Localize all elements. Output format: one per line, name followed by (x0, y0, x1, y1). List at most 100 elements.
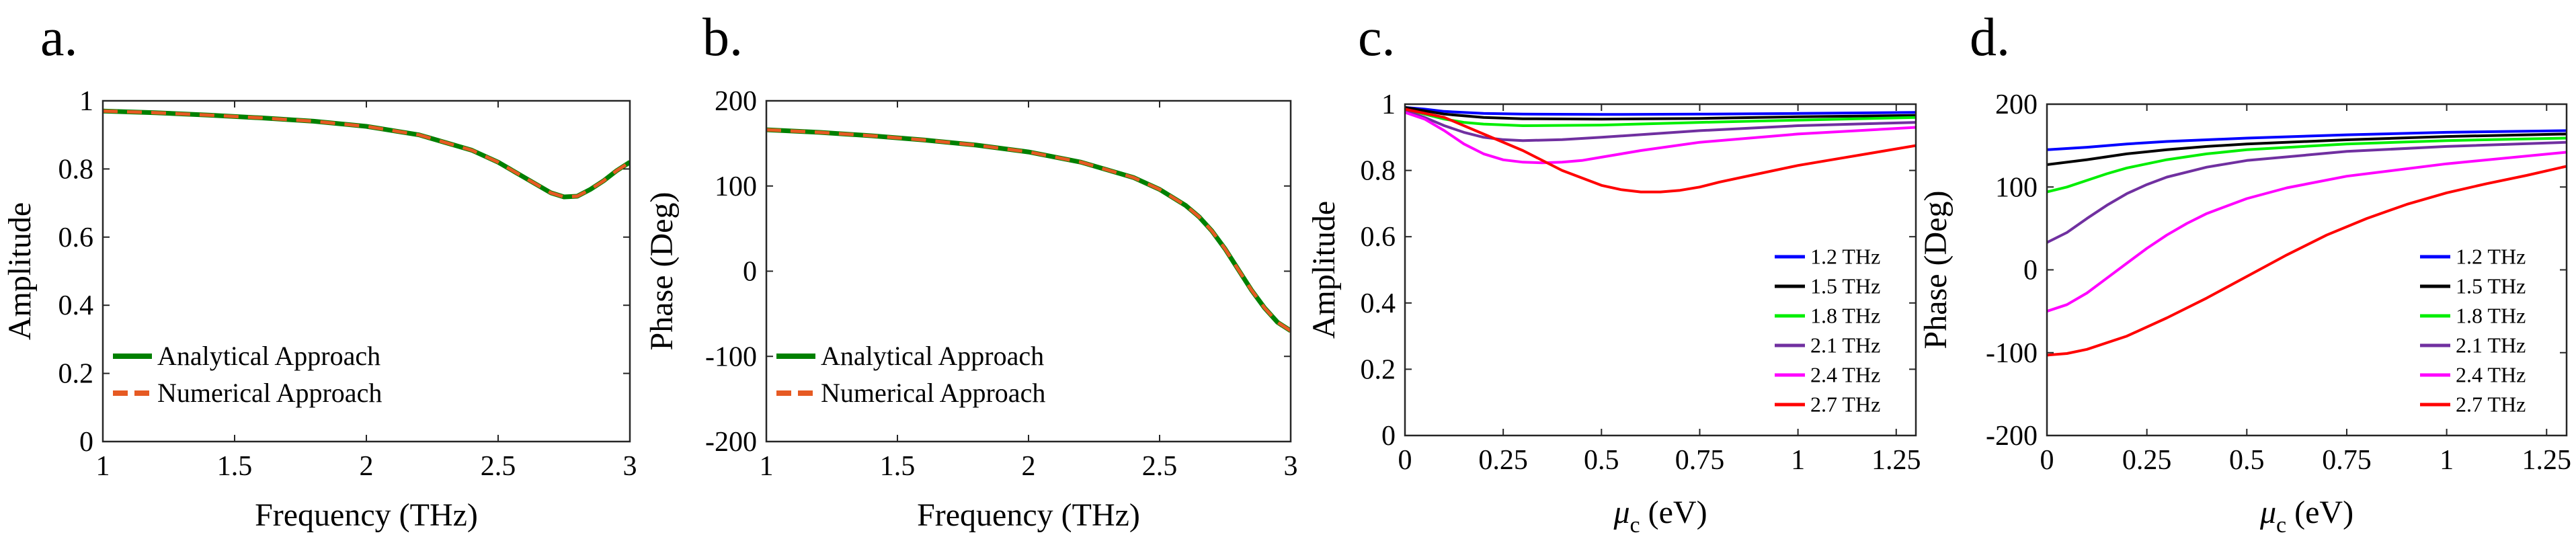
series-group (766, 127, 1291, 333)
legend-label: 1.5 THz (1810, 274, 1880, 298)
legend-label: 1.2 THz (1810, 245, 1880, 269)
legend: Analytical Approach Numerical Approach (776, 341, 1045, 408)
legend-label: 2.7 THz (1810, 392, 1880, 417)
x-tick-label: 1.5 (880, 451, 916, 482)
x-tick-label: 2 (1022, 451, 1036, 482)
x-tick-label: 3 (1284, 451, 1298, 482)
y-tick-label: 0.6 (58, 222, 94, 253)
y-tick-label: 0 (79, 427, 93, 458)
x-tick-label: 0.75 (1675, 445, 1725, 476)
x-tick-label: 0.5 (1584, 445, 1619, 476)
panel-3: c. 0 0.25 0.5 0.75 1 1.25 0 0.2 0.4 0.6 0.8 1 μc (eV)… (1306, 8, 1921, 538)
series-line (1405, 111, 1916, 165)
series-line (1405, 106, 1916, 121)
series-line (766, 128, 1291, 333)
series-group (103, 108, 630, 200)
legend-label: Analytical Approach (157, 341, 380, 371)
y-tick-label: 0.2 (1361, 354, 1396, 385)
y-tick-label: 100 (715, 171, 757, 202)
y-tick-label: 0.2 (58, 359, 94, 390)
legend-label: 2.4 THz (1810, 363, 1880, 387)
y-tick-label: -100 (705, 341, 757, 372)
series-group (2047, 129, 2567, 357)
legend-label: 2.4 THz (2456, 363, 2526, 387)
x-label-subscript: c (1630, 513, 1640, 538)
legend-label: 1.5 THz (2456, 274, 2526, 298)
x-tick-label: 0.75 (2322, 445, 2372, 476)
legend-label: 1.2 THz (2456, 245, 2526, 269)
y-tick-label: 100 (1995, 172, 2038, 203)
x-label-subscript: c (2276, 513, 2286, 538)
y-tick-label: 0.4 (1361, 288, 1396, 319)
series-line (2047, 140, 2567, 244)
y-tick-label: 0 (2023, 255, 2038, 286)
y-tick-label: -200 (705, 427, 757, 458)
x-tick-label: 1.5 (217, 451, 253, 482)
x-tick-label: 2.5 (1142, 451, 1178, 482)
x-tick-label: 0.25 (1478, 445, 1528, 476)
legend: 1.2 THz 1.5 THz 1.8 THz 2.1 THz 2.4 THz 2.7 T… (1775, 245, 1880, 417)
axes-frame (1404, 103, 1917, 437)
x-axis-label: μc (eV) (2259, 495, 2353, 538)
x-tick-label: 1.25 (2522, 445, 2572, 476)
y-tick-label: 1 (1381, 89, 1396, 120)
x-tick-label: 3 (623, 451, 637, 482)
series-line (103, 108, 630, 200)
panel-2: b. 1 1.5 2 2.5 3 -200 -100 0 100 200 Frequency (THz… (644, 8, 1298, 533)
series-line (1405, 108, 1916, 194)
panel-label: b. (702, 8, 743, 67)
y-tick-label: 0.8 (58, 154, 94, 185)
panel-label: c. (1358, 8, 1396, 67)
series-group (1405, 106, 1916, 194)
y-tick-label: 0.8 (1361, 156, 1396, 187)
x-tick-label: 0 (1398, 445, 1412, 476)
y-axis-label: Phase (Deg) (644, 192, 680, 351)
legend-label: 2.1 THz (1810, 333, 1880, 358)
panel-4: d. 0 0.25 0.5 0.75 1 1.25 -200 -100 0 100 200 μc (eV… (1918, 8, 2571, 538)
legend-label: 1.8 THz (1810, 304, 1880, 328)
y-tick-label: 1 (79, 86, 93, 117)
x-tick-label: 0.5 (2229, 445, 2265, 476)
panel-label: d. (1970, 8, 2010, 67)
x-tick-label: 1 (1791, 445, 1805, 476)
x-tick-label: 1.25 (1871, 445, 1921, 476)
x-tick-label: 2.5 (481, 451, 516, 482)
legend-label: Analytical Approach (821, 341, 1044, 371)
series-line (2047, 136, 2567, 194)
y-tick-label: 0 (743, 257, 757, 288)
x-label-symbol: μ (1613, 495, 1629, 530)
x-label-unit: (eV) (2286, 495, 2353, 530)
series-line (1405, 110, 1916, 142)
series-line (2047, 129, 2567, 151)
y-tick-label: 0.6 (1361, 222, 1396, 253)
y-tick-label: -200 (1986, 421, 2038, 452)
x-label-symbol: μ (2259, 495, 2276, 530)
x-tick-label: 0.25 (2122, 445, 2172, 476)
legend-label: Numerical Approach (157, 378, 382, 408)
x-label-unit: (eV) (1640, 495, 1707, 530)
legend-label: Numerical Approach (821, 378, 1045, 408)
panel-label: a. (40, 8, 78, 67)
series-line (2047, 165, 2567, 357)
y-tick-label: -100 (1986, 338, 2038, 369)
legend-label: 2.1 THz (2456, 333, 2526, 358)
x-axis-label: Frequency (THz) (255, 497, 478, 533)
y-tick-label: 0 (1381, 421, 1396, 452)
x-tick-label: 1 (2440, 445, 2454, 476)
y-tick-label: 200 (715, 86, 757, 117)
series-line (1405, 106, 1916, 116)
x-axis-label: μc (eV) (1613, 495, 1707, 538)
legend-label: 1.8 THz (2456, 304, 2526, 328)
x-tick-label: 2 (360, 451, 374, 482)
x-tick-label: 1 (96, 451, 110, 482)
y-tick-label: 0.4 (58, 290, 94, 321)
y-axis-label: Amplitude (2, 202, 38, 340)
legend-label: 2.7 THz (2456, 392, 2526, 417)
y-tick-label: 200 (1995, 89, 2038, 120)
x-tick-label: 1 (760, 451, 774, 482)
series-line (2047, 132, 2567, 166)
legend: Analytical Approach Numerical Approach (113, 341, 382, 408)
series-line (2047, 151, 2567, 313)
